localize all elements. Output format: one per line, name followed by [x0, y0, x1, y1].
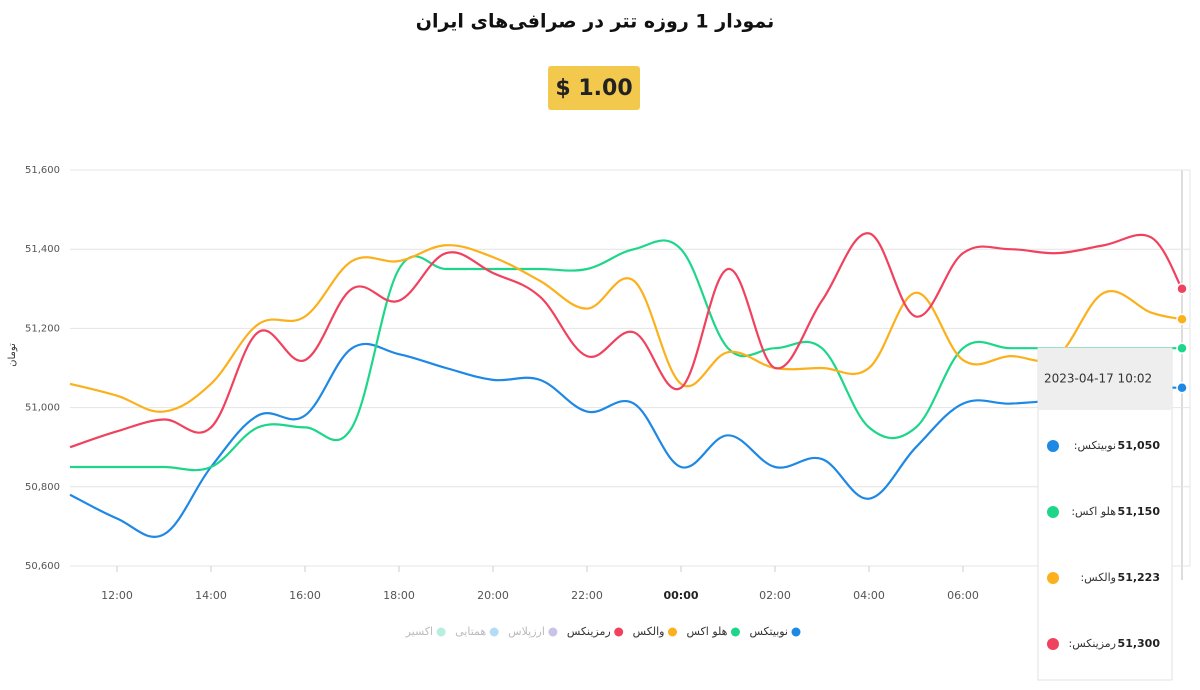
y-axis-label: تومان	[7, 343, 18, 367]
tooltip-marker	[1047, 440, 1059, 452]
x-tick-label: 20:00	[477, 589, 509, 602]
end-point	[1176, 283, 1188, 295]
legend-marker	[489, 627, 499, 637]
x-tick-label: 18:00	[383, 589, 415, 602]
tooltip-value: 51,050	[1118, 439, 1161, 452]
legend-label: اکسیر	[405, 625, 434, 638]
legend-marker	[668, 627, 677, 637]
y-tick-label: 51,200	[25, 323, 60, 334]
series-line	[69, 342, 1183, 538]
x-tick-label: 00:00	[663, 589, 698, 602]
tooltip-value: 51,300	[1118, 637, 1161, 650]
x-tick-label: 02:00	[759, 589, 791, 602]
tooltip-title: 2023-04-17 10:02	[1044, 372, 1152, 386]
tooltip-marker	[1047, 572, 1059, 584]
tooltip-header	[1038, 348, 1172, 410]
chart-title: نمودار 1 روزه تتر در صرافی‌های ایران	[416, 11, 775, 33]
y-tick-label: 50,600	[25, 561, 60, 572]
end-point	[1176, 382, 1188, 394]
y-tick-label: 51,400	[25, 244, 60, 255]
price: $ 1.00	[555, 76, 632, 101]
tooltip-name: رمزینکس:	[1069, 637, 1116, 650]
x-tick-label: 06:00	[947, 589, 979, 602]
tooltip-value: 51,223	[1118, 571, 1160, 584]
legend-marker	[614, 627, 624, 637]
tooltip-name: هلو اکس:	[1071, 505, 1116, 518]
legend-marker	[730, 627, 740, 637]
x-tick-label: 04:00	[853, 589, 885, 602]
x-tick-label: 16:00	[289, 589, 321, 602]
legend-label: والکس	[633, 625, 665, 638]
legend-label: همتایی	[455, 625, 486, 638]
y-tick-label: 50,800	[25, 482, 60, 493]
legend-label: ارزپلاس	[508, 625, 545, 638]
y-tick-label: 51,000	[25, 403, 60, 414]
legend-marker	[791, 627, 801, 637]
legend-label: رمزینکس	[567, 625, 611, 638]
y-tick-label: 51,600	[25, 165, 60, 176]
series-line	[69, 239, 1183, 472]
legend-marker	[436, 627, 446, 637]
x-tick-label: 12:00	[101, 589, 133, 602]
x-tick-label: 22:00	[571, 589, 603, 602]
series-line	[69, 244, 1183, 413]
tooltip-name: والکس:	[1080, 571, 1116, 584]
series-line	[69, 232, 1183, 449]
end-point	[1176, 342, 1188, 354]
legend-label: نوبیتکس	[749, 625, 788, 638]
tooltip-marker	[1047, 638, 1059, 650]
x-tick-label: 14:00	[195, 589, 227, 602]
tooltip-name: نوبیتکس:	[1074, 439, 1116, 452]
legend-label: هلو اکس	[687, 625, 728, 638]
end-point	[1176, 313, 1188, 326]
tooltip-marker	[1047, 506, 1059, 518]
legend-marker	[548, 627, 558, 637]
tooltip-value: 51,150	[1118, 505, 1161, 518]
price-badge	[548, 66, 640, 110]
